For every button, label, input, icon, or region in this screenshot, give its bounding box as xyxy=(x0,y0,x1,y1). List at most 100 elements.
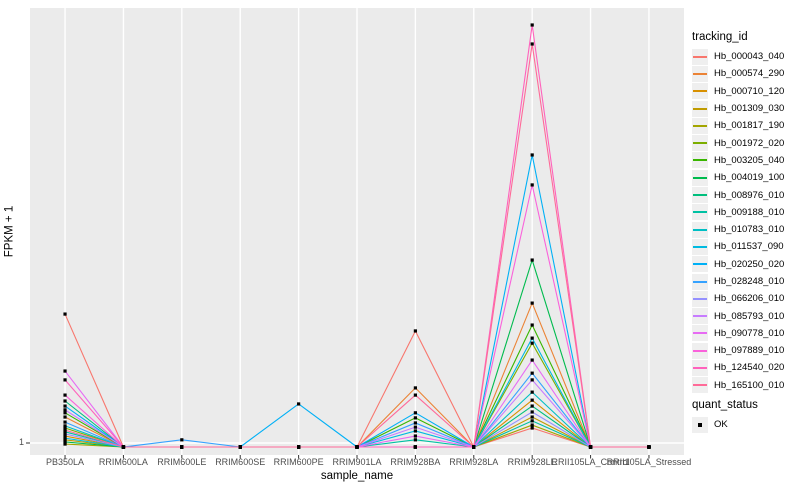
legend-line-swatch xyxy=(693,124,707,127)
data-point xyxy=(63,378,67,382)
legend-item: Hb_010783_010 xyxy=(692,221,784,238)
legend-item: Hb_090778_010 xyxy=(692,325,784,342)
data-point xyxy=(180,438,184,442)
data-point xyxy=(355,445,359,449)
data-point xyxy=(180,445,184,449)
legend-item: Hb_066206_010 xyxy=(692,290,784,307)
data-point xyxy=(530,419,534,423)
data-point xyxy=(588,445,593,449)
legend-line-swatch xyxy=(693,107,707,110)
legend-line-swatch xyxy=(693,315,707,318)
data-point xyxy=(63,442,67,446)
legend-line-swatch xyxy=(693,194,707,197)
data-point xyxy=(63,312,67,316)
data-point xyxy=(413,386,417,390)
data-point xyxy=(413,393,417,397)
legend-item-ok: OK xyxy=(692,416,758,433)
data-point xyxy=(530,415,534,419)
legend-item-label: Hb_097889_010 xyxy=(714,345,785,357)
legend-item: Hb_008976_010 xyxy=(692,186,784,204)
legend-key xyxy=(692,342,708,359)
y-tick-label: 1 xyxy=(18,437,24,447)
legend-key xyxy=(692,117,708,134)
data-point xyxy=(297,402,301,406)
legend-line-swatch xyxy=(693,159,707,162)
data-point xyxy=(63,424,67,428)
legend-item: Hb_003205_040 xyxy=(692,152,784,169)
x-tick-label: RRIM928BA xyxy=(390,457,441,467)
data-point xyxy=(530,371,534,375)
data-point xyxy=(297,445,301,449)
data-point xyxy=(530,426,534,430)
legend-item-label: Hb_028248_010 xyxy=(714,276,785,287)
data-point xyxy=(63,415,67,419)
x-axis-tick-labels: PB350LA RRIM600LA RRIM600LE RRIM600SE RRIM60… xyxy=(0,457,800,471)
x-tick-label: RRIM928LA xyxy=(449,457,499,467)
legend-key xyxy=(692,377,708,394)
data-point xyxy=(413,421,417,425)
quant-status-legend: quant_status OK xyxy=(692,399,758,433)
legend-item-label: Hb_165100_010 xyxy=(714,379,785,391)
data-point xyxy=(530,336,534,340)
x-tick-label: RRII105LA_Stressed xyxy=(606,457,692,467)
data-point xyxy=(238,445,242,449)
data-point xyxy=(63,434,67,438)
legend-item: Hb_028248_010 xyxy=(692,273,784,290)
ok-point-icon xyxy=(698,422,702,427)
legend-line-swatch xyxy=(693,263,707,266)
legend-item: Hb_000574_290 xyxy=(692,65,784,82)
data-point xyxy=(530,341,534,345)
data-point xyxy=(647,445,651,449)
legend-item-label: Hb_000710_120 xyxy=(714,85,785,97)
data-point xyxy=(413,445,417,449)
legend-item-label: Hb_001309_030 xyxy=(714,103,785,115)
legend-line-swatch xyxy=(693,384,707,387)
legend-item-label: Hb_001817_190 xyxy=(714,120,785,132)
data-point xyxy=(63,411,67,415)
legend-line-swatch xyxy=(693,332,707,335)
legend-line-swatch xyxy=(693,176,707,179)
data-point xyxy=(63,432,67,436)
data-point xyxy=(63,408,67,412)
legend-item-label: Hb_066206_010 xyxy=(714,293,785,305)
legend-line-swatch xyxy=(693,228,707,231)
legend-line-swatch xyxy=(693,297,707,300)
legend-key xyxy=(692,273,708,290)
data-point xyxy=(413,438,417,442)
legend-key xyxy=(692,308,708,325)
data-point xyxy=(63,436,67,440)
data-point xyxy=(530,404,534,408)
legend-item-label: Hb_020250_020 xyxy=(714,258,785,270)
legend-key xyxy=(692,65,708,82)
data-point xyxy=(530,398,534,402)
data-point xyxy=(413,411,417,415)
legend-item: Hb_000710_120 xyxy=(692,83,784,100)
legend-item: Hb_004019_100 xyxy=(692,169,784,186)
legend-item-label: Hb_004019_100 xyxy=(714,172,785,184)
legend-line-swatch xyxy=(693,245,707,248)
data-point xyxy=(63,404,67,408)
legend-item-label: Hb_011537_090 xyxy=(714,241,784,253)
x-tick-label: RRII105LA_Control xyxy=(551,457,630,467)
ok-point-key xyxy=(692,416,708,433)
legend-key xyxy=(692,238,708,255)
data-point xyxy=(472,445,476,449)
legend-line-swatch xyxy=(693,280,707,283)
data-point xyxy=(530,410,534,414)
legend-line-swatch xyxy=(693,72,707,75)
data-point xyxy=(530,358,534,362)
data-point xyxy=(63,426,67,430)
x-tick-label: PB350LA xyxy=(46,457,85,467)
tracking-id-legend: tracking_id Hb_000043_040 Hb_000574_290 Hb… xyxy=(692,31,784,394)
legend-line-swatch xyxy=(693,366,707,369)
data-point xyxy=(530,390,534,394)
legend-key xyxy=(692,204,708,221)
data-point xyxy=(530,378,534,382)
data-point xyxy=(413,434,417,438)
legend-item-label: OK xyxy=(714,419,728,431)
legend-item: Hb_085793_010 xyxy=(692,307,784,325)
legend-line-swatch xyxy=(693,55,707,58)
legend-key xyxy=(692,48,708,65)
